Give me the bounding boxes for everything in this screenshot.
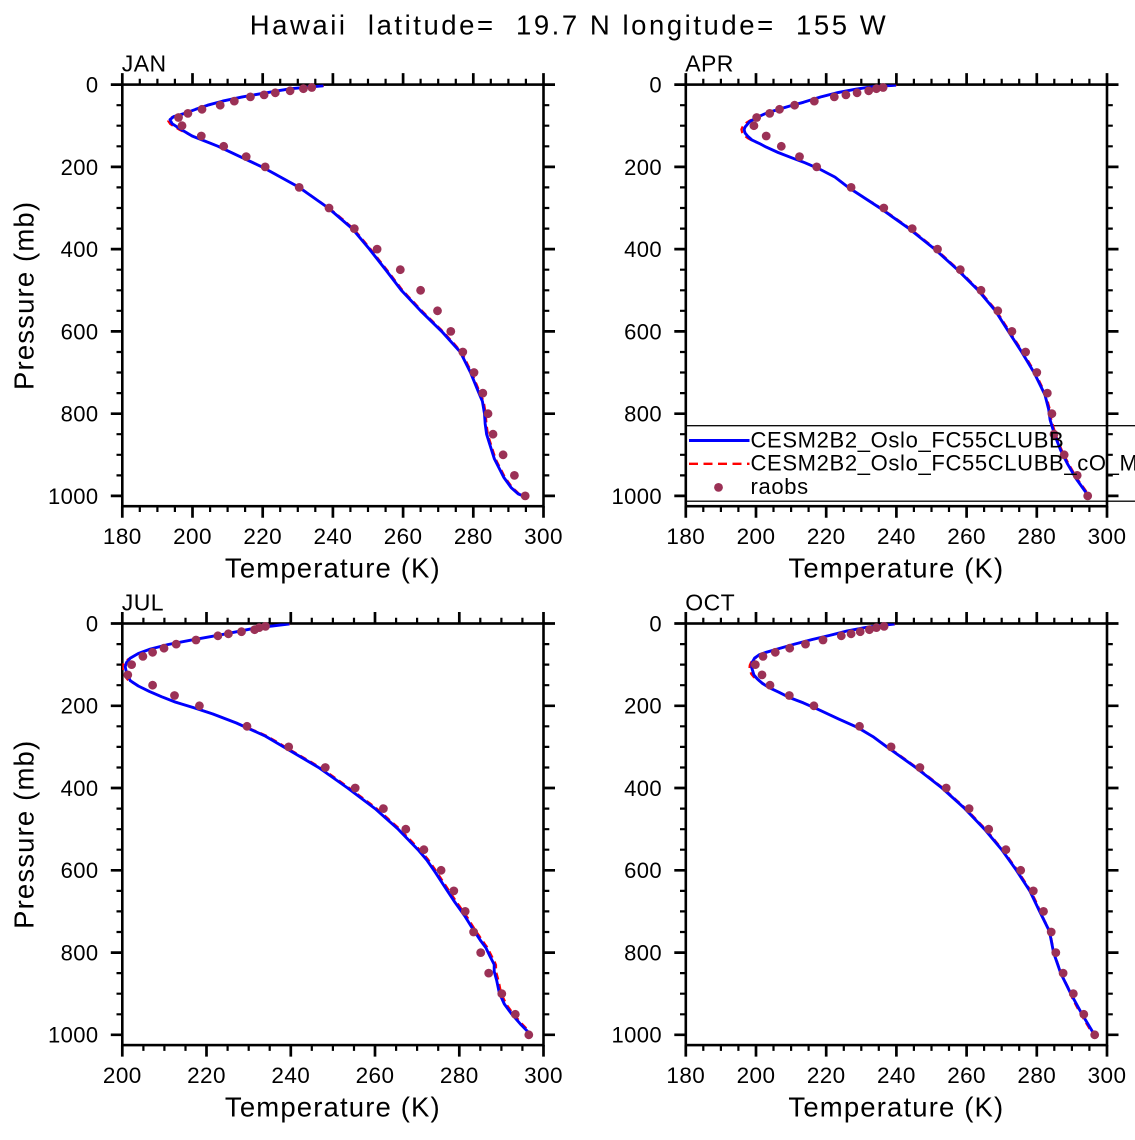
- svg-text:1000: 1000: [611, 1023, 662, 1048]
- svg-text:280: 280: [440, 1063, 479, 1088]
- svg-text:180: 180: [103, 524, 142, 549]
- svg-text:800: 800: [61, 402, 99, 427]
- svg-text:0: 0: [649, 611, 662, 636]
- svg-text:280: 280: [1017, 1063, 1056, 1088]
- svg-text:400: 400: [624, 776, 662, 801]
- svg-text:200: 200: [624, 694, 662, 719]
- svg-text:400: 400: [61, 237, 99, 262]
- svg-text:200: 200: [173, 524, 212, 549]
- svg-text:0: 0: [86, 73, 99, 98]
- svg-text:JAN: JAN: [122, 51, 167, 77]
- svg-text:300: 300: [524, 524, 563, 549]
- svg-text:Temperature (K): Temperature (K): [225, 1092, 441, 1123]
- svg-text:APR: APR: [685, 51, 734, 77]
- svg-text:400: 400: [624, 237, 662, 262]
- svg-text:200: 200: [737, 1063, 776, 1088]
- svg-text:600: 600: [61, 319, 99, 344]
- svg-text:800: 800: [624, 402, 662, 427]
- svg-text:300: 300: [1088, 524, 1127, 549]
- svg-text:400: 400: [61, 776, 99, 801]
- svg-text:raobs: raobs: [751, 474, 809, 499]
- svg-text:260: 260: [947, 524, 986, 549]
- svg-text:1000: 1000: [48, 484, 99, 509]
- svg-text:240: 240: [271, 1063, 310, 1088]
- svg-text:180: 180: [666, 1063, 705, 1088]
- svg-text:220: 220: [243, 524, 282, 549]
- svg-text:200: 200: [61, 155, 99, 180]
- svg-text:600: 600: [61, 858, 99, 883]
- svg-text:1000: 1000: [611, 484, 662, 509]
- svg-text:260: 260: [384, 524, 423, 549]
- svg-text:260: 260: [947, 1063, 986, 1088]
- svg-text:Pressure (mb): Pressure (mb): [9, 201, 40, 390]
- svg-text:OCT: OCT: [685, 590, 735, 616]
- svg-text:280: 280: [1017, 524, 1056, 549]
- svg-text:1000: 1000: [48, 1023, 99, 1048]
- svg-text:300: 300: [1088, 1063, 1127, 1088]
- svg-text:Hawaii latitude= 19.7 N long: Hawaii latitude= 19.7 N longitude= 155 W: [250, 9, 889, 40]
- svg-text:220: 220: [187, 1063, 226, 1088]
- svg-text:240: 240: [877, 524, 916, 549]
- svg-text:Temperature (K): Temperature (K): [225, 553, 441, 584]
- svg-text:CESM2B2_Oslo_FC55CLUBB_cO_M: CESM2B2_Oslo_FC55CLUBB_cO_M: [751, 451, 1135, 476]
- svg-text:0: 0: [649, 73, 662, 98]
- svg-text:600: 600: [624, 858, 662, 883]
- svg-text:0: 0: [86, 611, 99, 636]
- svg-text:800: 800: [624, 941, 662, 966]
- svg-text:600: 600: [624, 319, 662, 344]
- svg-text:200: 200: [624, 155, 662, 180]
- svg-text:Temperature (K): Temperature (K): [788, 553, 1004, 584]
- svg-text:220: 220: [807, 1063, 846, 1088]
- svg-text:280: 280: [454, 524, 493, 549]
- svg-text:200: 200: [61, 694, 99, 719]
- svg-text:Pressure (mb): Pressure (mb): [9, 740, 40, 929]
- svg-text:200: 200: [103, 1063, 142, 1088]
- svg-text:220: 220: [807, 524, 846, 549]
- svg-text:800: 800: [61, 941, 99, 966]
- svg-text:Temperature (K): Temperature (K): [788, 1092, 1004, 1123]
- svg-text:CESM2B2_Oslo_FC55CLUBB: CESM2B2_Oslo_FC55CLUBB: [751, 427, 1065, 452]
- svg-text:260: 260: [356, 1063, 395, 1088]
- svg-text:300: 300: [524, 1063, 563, 1088]
- svg-text:JUL: JUL: [122, 590, 164, 616]
- svg-text:240: 240: [314, 524, 353, 549]
- svg-text:180: 180: [666, 524, 705, 549]
- svg-text:200: 200: [737, 524, 776, 549]
- svg-text:240: 240: [877, 1063, 916, 1088]
